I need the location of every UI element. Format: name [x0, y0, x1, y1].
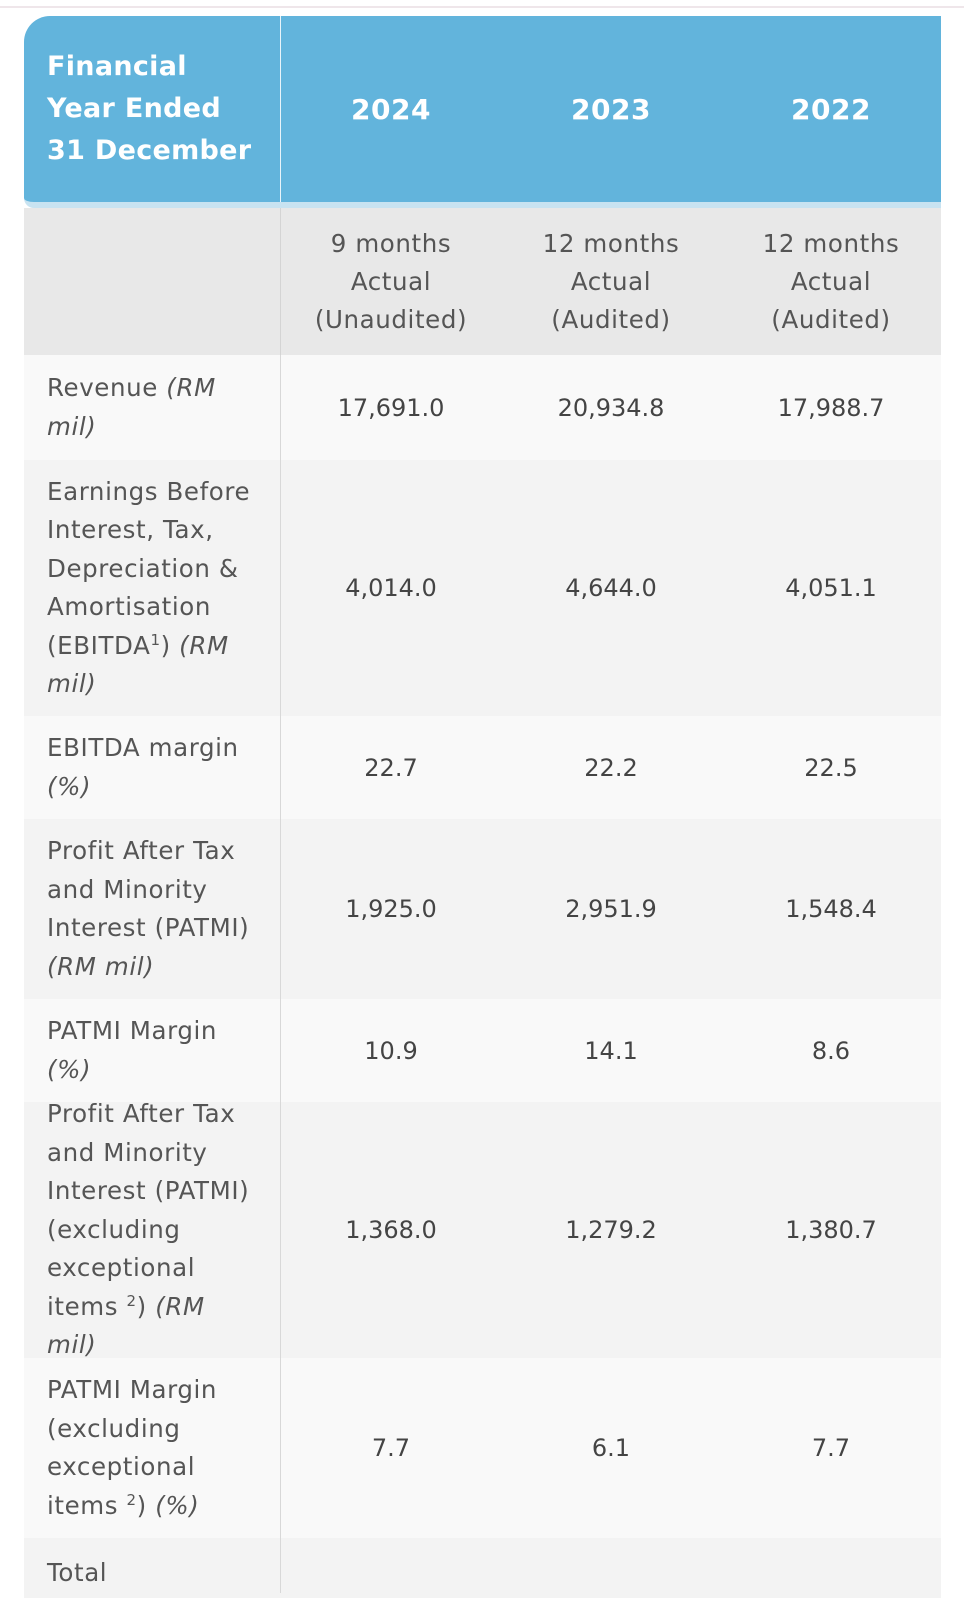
period-status: (Audited) [551, 304, 671, 334]
period-status: (Unaudited) [314, 304, 468, 334]
value-2024: 22.7 [364, 753, 418, 782]
row-unit: (RM mil) [47, 1291, 205, 1360]
period-2024: 9 months Actual (Unaudited) [281, 208, 501, 355]
value-2024: 10.9 [364, 1036, 418, 1065]
period-label-empty [24, 208, 281, 355]
period-kind: Actual [570, 266, 652, 296]
footnote-marker: 2 [126, 1490, 137, 1509]
value-2024: 17,691.0 [337, 393, 445, 422]
value-2023: 2,951.9 [565, 895, 657, 923]
value-2023: 4,644.0 [565, 574, 657, 602]
table-header-row: Financial Year Ended 31 December 2024 20… [24, 16, 941, 208]
period-kind: Actual [350, 266, 432, 296]
value-2023: 14.1 [584, 1036, 638, 1065]
row-unit: (%) [47, 1054, 92, 1084]
top-divider [0, 6, 964, 8]
value-2023: 22.2 [584, 753, 638, 782]
header-year-2023: 2023 [571, 92, 651, 126]
header-financial-year-label: Financial Year Ended 31 December [24, 16, 281, 202]
value-2023: 1,279.2 [565, 1216, 657, 1244]
row-label: Revenue (RM mil) [24, 355, 281, 460]
row-unit: (RM mil) [47, 630, 229, 699]
value-2022: 8.6 [811, 1036, 851, 1065]
value-2023: 20,934.8 [557, 393, 665, 422]
value-2022: 1,548.4 [785, 895, 877, 923]
row-unit: (%) [47, 771, 92, 801]
value-2024: 1,368.0 [345, 1216, 437, 1244]
row-unit: (RM mil) [47, 951, 155, 981]
value-2022: 4,051.1 [785, 574, 877, 602]
row-unit: (%) [155, 1490, 200, 1520]
financial-summary-table: Financial Year Ended 31 December 2024 20… [24, 16, 941, 1598]
value-2022: 22.5 [804, 753, 858, 782]
period-subheader-row: 9 months Actual (Unaudited) 12 months Ac… [24, 208, 941, 355]
period-months: 12 months [762, 228, 900, 258]
footnote-marker: 1 [150, 630, 161, 649]
period-status: (Audited) [771, 304, 891, 334]
row-label: EBITDA margin (%) [24, 716, 281, 819]
period-2022: 12 months Actual (Audited) [721, 208, 941, 355]
header-year-2022: 2022 [791, 92, 871, 126]
row-label: Total [24, 1538, 281, 1593]
header-year-2024: 2024 [351, 92, 431, 126]
row-label: Profit After Tax and Minority Interest (… [24, 1099, 281, 1360]
value-2024: 1,925.0 [345, 895, 437, 923]
table-row-ebitda-margin: EBITDA margin (%) 22.7 22.2 22.5 [24, 716, 941, 819]
period-months: 9 months [330, 228, 452, 258]
table-row-revenue: Revenue (RM mil) 17,691.0 20,934.8 17,98… [24, 355, 941, 460]
value-2022: 7.7 [811, 1434, 851, 1462]
value-2022: 1,380.7 [785, 1216, 877, 1244]
period-kind: Actual [790, 266, 872, 296]
table-row-total: Total [24, 1538, 941, 1598]
row-label: Profit After Tax and Minority Interest (… [24, 819, 281, 999]
table-row-patmi: Profit After Tax and Minority Interest (… [24, 819, 941, 999]
value-2024: 7.7 [371, 1434, 411, 1462]
value-2024: 4,014.0 [345, 574, 437, 602]
footnote-marker: 2 [126, 1291, 137, 1310]
row-label: PATMI Margin (%) [24, 999, 281, 1102]
row-label: PATMI Margin (excluding exceptional item… [24, 1358, 281, 1538]
row-unit: (RM mil) [47, 373, 216, 441]
value-2023: 6.1 [591, 1434, 631, 1462]
table-row-ebitda: Earnings Before Interest, Tax, Depreciat… [24, 460, 941, 716]
table-row-patmi-margin: PATMI Margin (%) 10.9 14.1 8.6 [24, 999, 941, 1102]
table-row-patmi-excl-exceptional: Profit After Tax and Minority Interest (… [24, 1099, 941, 1360]
table-row-patmi-margin-excl-exceptional: PATMI Margin (excluding exceptional item… [24, 1358, 941, 1538]
period-months: 12 months [542, 228, 680, 258]
value-2022: 17,988.7 [777, 393, 885, 422]
period-2023: 12 months Actual (Audited) [501, 208, 721, 355]
row-label: Earnings Before Interest, Tax, Depreciat… [24, 460, 281, 716]
